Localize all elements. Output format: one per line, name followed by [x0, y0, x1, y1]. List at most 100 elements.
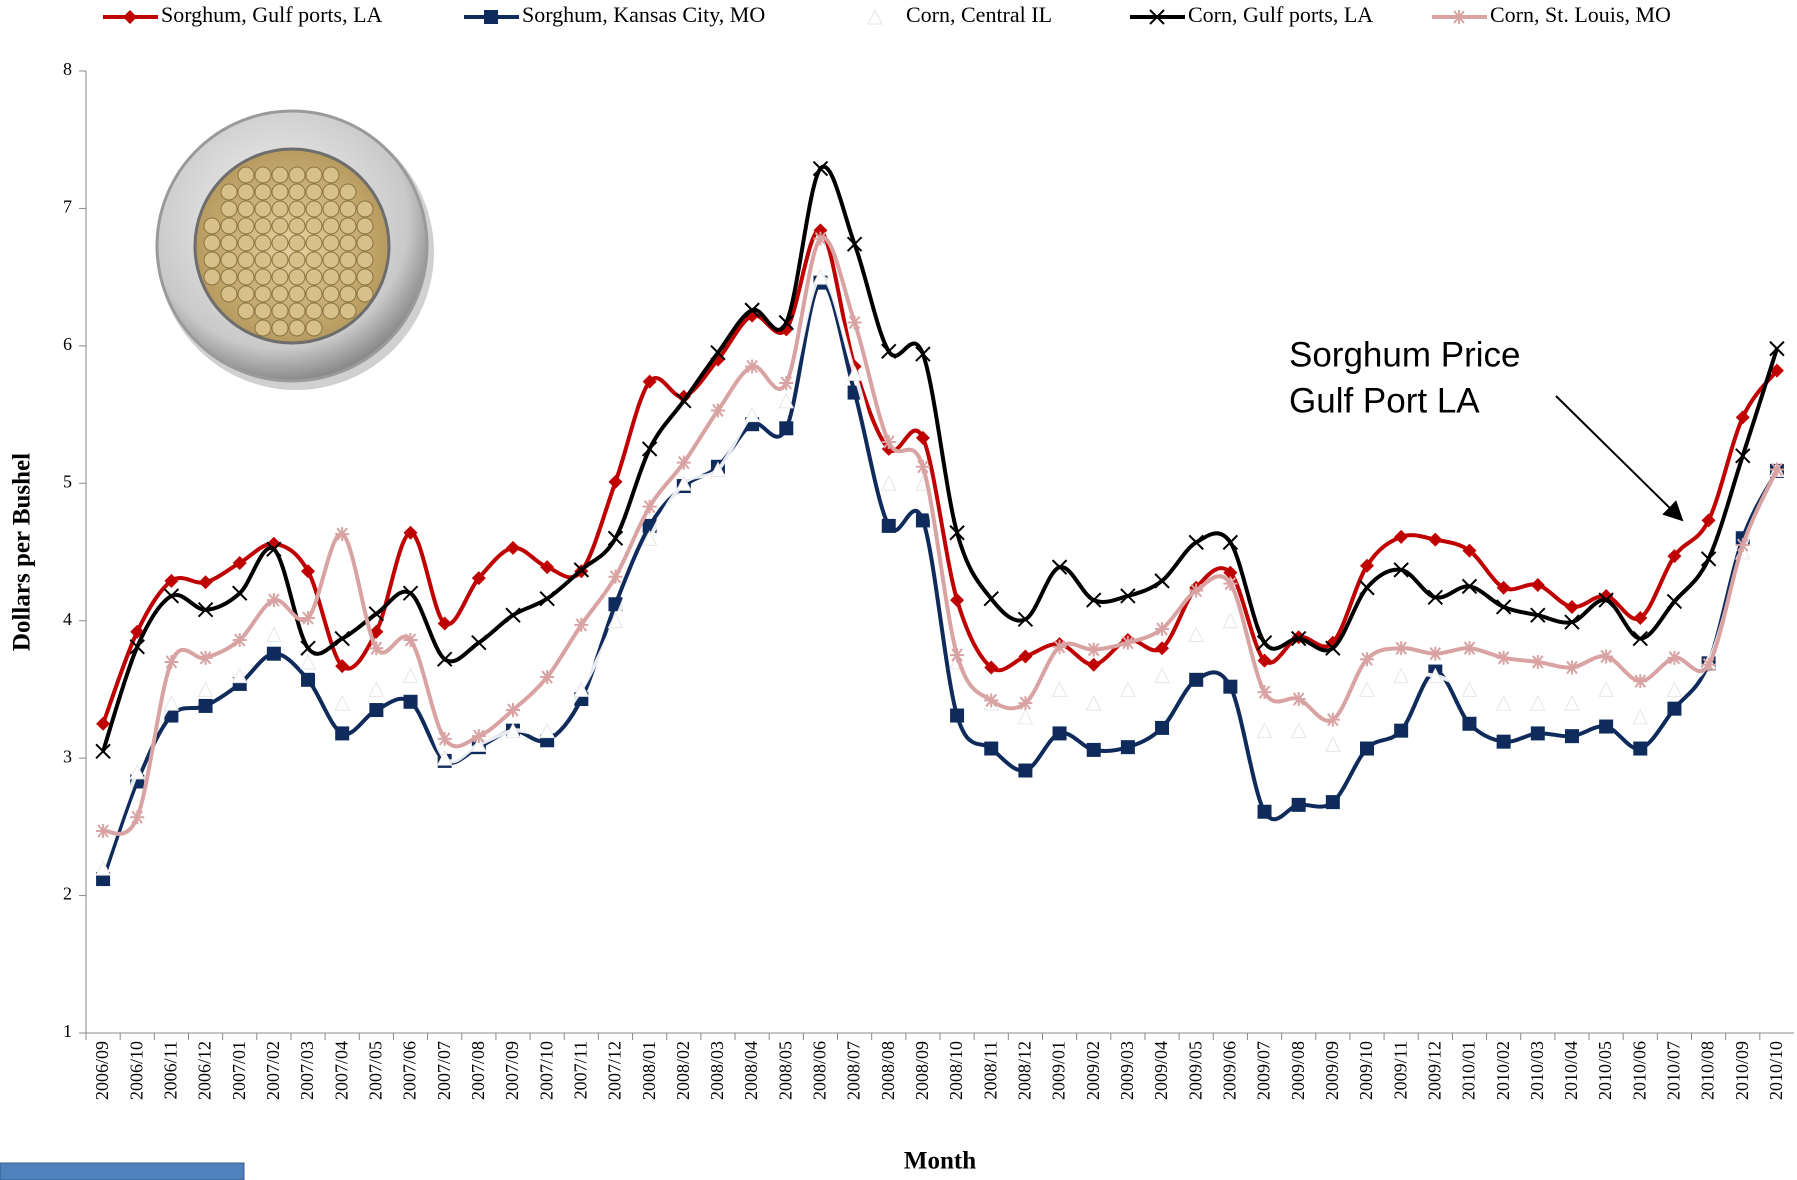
point: [881, 343, 897, 360]
point: [641, 441, 658, 457]
annotation-arrow: [1555, 395, 1684, 522]
point: [1599, 649, 1614, 664]
point: [1120, 635, 1135, 650]
grain: [254, 285, 272, 303]
point: [96, 823, 111, 838]
x-tick-label: 2010/04: [1561, 1041, 1581, 1100]
x-tick-label: 2008/07: [844, 1041, 864, 1100]
point: [368, 681, 385, 697]
grain: [237, 183, 255, 201]
legend-marker: [1149, 9, 1165, 25]
x-tick-label: 2010/06: [1629, 1041, 1649, 1100]
point: [1222, 534, 1239, 551]
x-tick-label: 2009/03: [1117, 1041, 1137, 1100]
grain: [305, 251, 323, 269]
point: [1325, 736, 1341, 752]
point: [266, 541, 282, 557]
point: [915, 459, 930, 474]
y-tick-label: 1: [63, 1021, 72, 1041]
point: [1154, 573, 1170, 589]
point: [1529, 695, 1546, 711]
y-tick-label: 4: [63, 609, 72, 629]
point: [778, 314, 794, 331]
point: [949, 525, 965, 541]
point: [1052, 726, 1067, 741]
point: [1666, 681, 1683, 697]
point: [1393, 667, 1409, 684]
grain: [322, 183, 340, 201]
point: [1290, 630, 1307, 647]
point: [403, 694, 418, 709]
grain: [305, 217, 323, 235]
point: [1359, 681, 1375, 697]
point: [540, 560, 555, 575]
grain: [305, 183, 323, 201]
x-tick-label: 2007/01: [229, 1041, 249, 1100]
point: [1394, 723, 1409, 738]
point: [1769, 462, 1784, 477]
point: [915, 513, 930, 528]
point: [1564, 660, 1579, 675]
point: [506, 540, 520, 555]
point: [96, 716, 111, 731]
series: [95, 160, 1785, 759]
point: [1632, 708, 1649, 725]
x-axis-label: Month: [904, 1148, 976, 1175]
x-tick-label: 2008/10: [946, 1041, 966, 1100]
point: [163, 695, 180, 711]
point: [915, 430, 930, 445]
grain: [339, 285, 357, 303]
point: [1598, 592, 1614, 608]
grain: [305, 285, 323, 303]
grain: [254, 319, 272, 337]
point: [164, 654, 179, 669]
point: [984, 741, 999, 756]
x-tick-label: 2009/09: [1322, 1041, 1342, 1100]
point: [198, 650, 213, 665]
x-tick-label: 2007/08: [468, 1041, 488, 1100]
point: [1495, 695, 1512, 711]
series: [95, 269, 1785, 876]
grain: [339, 200, 357, 218]
point: [334, 630, 350, 647]
grain: [220, 234, 238, 252]
x-tick-label: 2009/10: [1356, 1041, 1376, 1100]
point: [1257, 804, 1272, 819]
point: [301, 672, 316, 687]
point: [471, 729, 486, 744]
point: [1633, 610, 1648, 625]
point: [232, 585, 248, 601]
point: [881, 435, 896, 450]
point: [1428, 646, 1443, 661]
x-tick-label: 2007/03: [297, 1041, 317, 1100]
grain: [254, 302, 272, 320]
point: [812, 269, 829, 285]
point: [403, 632, 418, 647]
point: [334, 695, 351, 711]
point: [1222, 612, 1239, 629]
point: [607, 612, 624, 629]
point: [1052, 639, 1067, 654]
point: [1086, 657, 1101, 672]
point: [1120, 588, 1136, 604]
point: [1291, 692, 1306, 707]
point: [1120, 740, 1135, 755]
point: [539, 591, 555, 607]
grain: [356, 268, 374, 286]
grain: [339, 268, 357, 286]
grain: [203, 217, 221, 235]
point: [710, 403, 725, 418]
point: [1462, 543, 1477, 558]
grain: [220, 200, 238, 218]
point: [1017, 611, 1034, 628]
grain: [322, 217, 340, 235]
point: [198, 575, 213, 590]
point: [436, 750, 453, 766]
point: [129, 763, 146, 780]
point: [710, 461, 726, 478]
point: [573, 562, 590, 578]
point: [778, 392, 795, 409]
point: [369, 703, 384, 718]
grain: [271, 234, 289, 252]
point: [266, 626, 282, 642]
